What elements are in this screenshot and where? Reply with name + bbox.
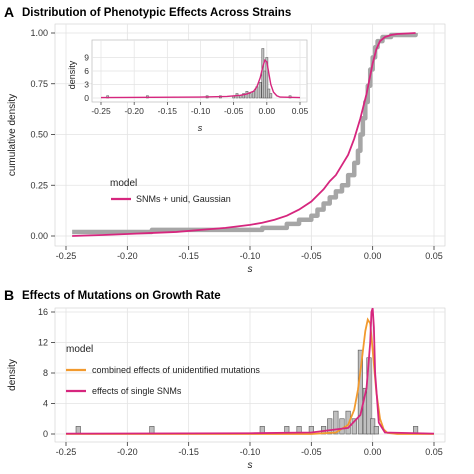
inset-xtick-label: -0.15 — [158, 106, 178, 116]
panel-b-legend-label-orange: combined effects of unidentified mutatio… — [92, 365, 260, 375]
panel-b-xtick-label: -0.05 — [301, 447, 322, 457]
panel-a-xtick-label: 0.00 — [364, 251, 382, 261]
panel-b-xtick-label: -0.20 — [117, 447, 138, 457]
panel-a-ylabel: cumulative density — [7, 94, 18, 176]
panel-b-title: Effects of Mutations on Growth Rate — [22, 290, 221, 302]
panel-b-ticks: -0.25 -0.20 -0.15 -0.10 -0.05 0.00 0.05 0 4 8 12 16 — [38, 307, 443, 457]
panel-b-legend-title: model — [66, 344, 93, 355]
panel-a-xlabel: s — [248, 264, 253, 275]
inset-ytick-label: 0 — [84, 93, 89, 103]
inset-bar — [238, 95, 242, 99]
panel-a-lines — [72, 32, 418, 237]
inset-bar — [248, 93, 252, 99]
panel-b-chart: -0.25 -0.20 -0.15 -0.10 -0.05 0.00 0.05 0 4 8 12 16… — [7, 307, 446, 471]
inset-ytick-label: 9 — [84, 53, 89, 63]
panel-b-bar — [351, 418, 357, 435]
panel-b-xtick-label: -0.25 — [56, 447, 77, 457]
panel-a-legend-label: SNMs + unid, Gaussian — [136, 194, 231, 204]
panel-b-magenta-curve — [65, 307, 435, 435]
panel-b-xtick-label: 0.00 — [364, 447, 382, 457]
panel-b-ytick-label: 12 — [38, 338, 48, 348]
panel-a-ytick-label: 0.50 — [30, 130, 48, 140]
panel-a-xtick-label: -0.05 — [301, 251, 322, 261]
panel-a-chart: -0.25 -0.20 -0.15 -0.10 -0.05 0.00 0.05 0.00 0.2… — [7, 23, 446, 275]
panel-a-empirical-step — [72, 32, 418, 235]
inset-ytick-label: 6 — [84, 66, 89, 76]
panel-a-ytick-label: 0.00 — [30, 231, 48, 241]
panel-a-xtick-label: -0.20 — [117, 251, 138, 261]
panel-b-xtick-label: -0.10 — [240, 447, 261, 457]
panel-b-bar — [327, 418, 333, 435]
panel-a-ytick-label: 0.75 — [30, 79, 48, 89]
inset-xtick-label: -0.25 — [91, 106, 111, 116]
panel-a-xtick-label: -0.25 — [56, 251, 77, 261]
inset-ylabel: density — [67, 60, 77, 89]
panel-a-ytick-label: 1.00 — [30, 28, 48, 38]
panel-b-orange-curve — [66, 317, 434, 435]
panel-a-model-curve — [72, 32, 416, 237]
inset-xtick-label: 0.05 — [292, 106, 309, 116]
panel-a-legend: model SNMs + unid, Gaussian — [110, 178, 231, 204]
panel-b-bar — [333, 410, 339, 435]
inset-curve — [100, 58, 301, 99]
inset-xlabel: s — [198, 123, 203, 133]
panel-a-letter: A — [4, 4, 14, 20]
panel-a-ticks: -0.25 -0.20 -0.15 -0.10 -0.05 0.00 0.05 0.00 0.2… — [30, 28, 442, 261]
panel-b-grid — [55, 308, 445, 442]
panel-a-xtick-label: -0.10 — [240, 251, 261, 261]
panel-b-bar — [373, 426, 379, 435]
panel-b-ytick-label: 16 — [38, 307, 48, 317]
panel-b-ytick-label: 8 — [43, 368, 48, 378]
panel-a-xtick-label: 0.05 — [425, 251, 443, 261]
inset-bar — [242, 93, 245, 99]
inset-xtick-label: -0.10 — [191, 106, 211, 116]
inset-xtick-label: -0.20 — [124, 106, 144, 116]
panel-b-ytick-label: 0 — [43, 429, 48, 439]
panel-b-ytick-label: 4 — [43, 399, 48, 409]
panel-b-xlabel: s — [248, 460, 253, 471]
panel-a-title: Distribution of Phenotypic Effects Acros… — [22, 7, 291, 19]
panel-b-letter: B — [4, 287, 14, 303]
panel-b-xtick-label: 0.05 — [425, 447, 443, 457]
panel-a-inset: -0.25 -0.20 -0.15 -0.10 -0.05 0.00 0.05 0 3 6 9 de… — [67, 39, 309, 133]
inset-bar — [265, 57, 269, 99]
inset-bar — [269, 93, 273, 99]
inset-ticks: -0.25 -0.20 -0.15 -0.10 -0.05 0.00 0.05 0 3 6 9 — [84, 53, 308, 117]
panel-b-xtick-label: -0.15 — [178, 447, 199, 457]
inset-bar — [258, 82, 262, 99]
inset-xtick-label: -0.05 — [224, 106, 244, 116]
inset-xtick-label: 0.00 — [259, 106, 276, 116]
inset-ytick-label: 3 — [84, 80, 89, 90]
panel-b-legend: model combined effects of unidentified m… — [66, 344, 260, 396]
panel-a-ytick-label: 0.25 — [30, 180, 48, 190]
panel-a-xtick-label: -0.15 — [178, 251, 199, 261]
panel-a-legend-title: model — [110, 178, 137, 189]
panel-b-legend-label-magenta: effects of single SNMs — [92, 386, 182, 396]
panel-b-ylabel: density — [7, 359, 18, 391]
panel-b-lines — [65, 307, 435, 435]
panel-b-bar — [339, 418, 345, 435]
inset-curve-line — [100, 58, 301, 99]
